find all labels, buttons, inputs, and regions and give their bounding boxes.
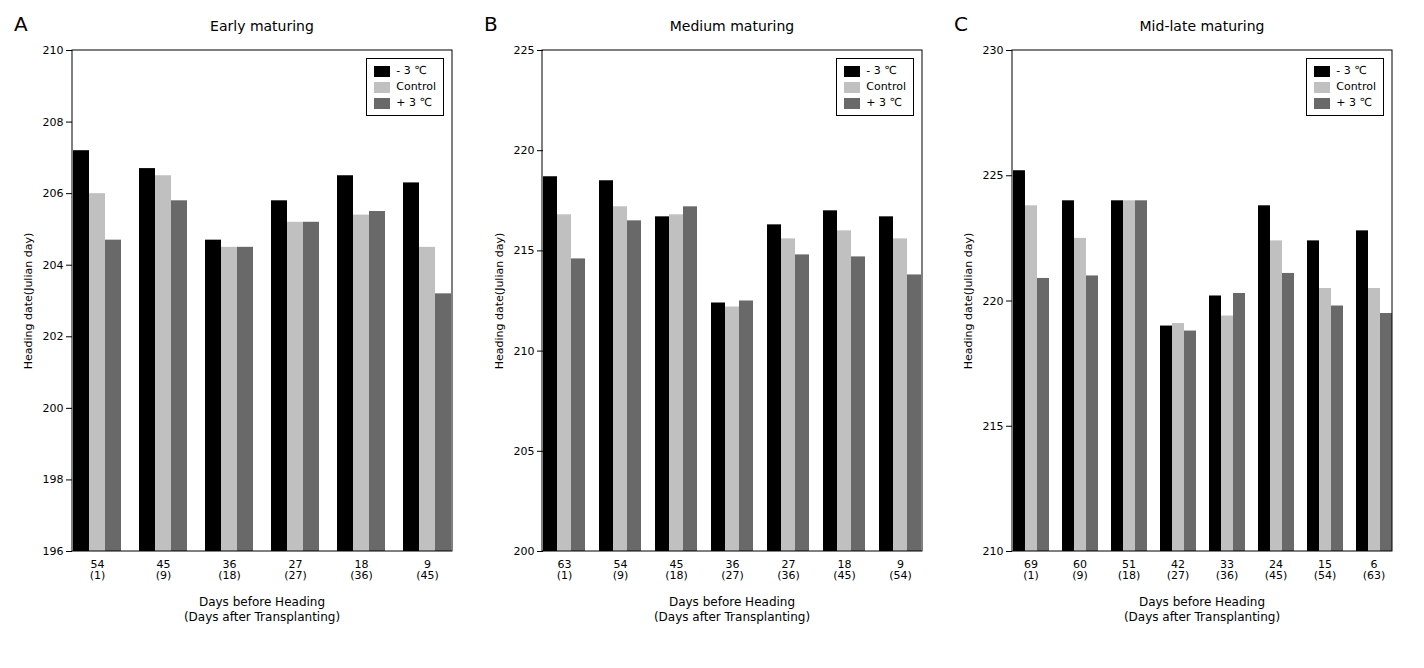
svg-text:9(54): 9(54) (889, 558, 912, 582)
svg-text:15(54): 15(54) (1314, 558, 1337, 582)
html-text:- 3 ℃: - 3 ℃ (866, 64, 897, 77)
svg-text:205: 205 (514, 445, 535, 458)
svg-text:Heading date(Julian day): Heading date(Julian day) (493, 233, 506, 369)
svg-text:27(36): 27(36) (777, 558, 800, 582)
svg-text:206: 206 (43, 187, 64, 200)
html-text:Control: Control (866, 80, 906, 93)
html-text:Early maturing: Early maturing (210, 18, 314, 34)
svg-text:60(9): 60(9) (1072, 558, 1088, 582)
html-text:- 3 ℃: - 3 ℃ (396, 64, 427, 77)
svg-text:27(27): 27(27) (284, 558, 307, 582)
svg-text:196: 196 (43, 545, 64, 558)
html-text:Control: Control (1336, 80, 1376, 93)
svg-text:220: 220 (983, 295, 1004, 308)
svg-text:45(9): 45(9) (156, 558, 172, 582)
svg-text:69(1): 69(1) (1023, 558, 1039, 582)
svg-text:225: 225 (983, 169, 1004, 182)
svg-text:215: 215 (983, 420, 1004, 433)
svg-text:202: 202 (43, 330, 64, 343)
svg-text:225: 225 (514, 44, 535, 57)
svg-text:200: 200 (514, 545, 535, 558)
svg-text:36(27): 36(27) (721, 558, 744, 582)
svg-text:210: 210 (983, 545, 1004, 558)
svg-text:210: 210 (43, 44, 64, 57)
svg-text:45(18): 45(18) (665, 558, 688, 582)
html-text:A: A (14, 12, 28, 36)
html-text:Days before Heading (Days afte: Days before Heading (Days after Transpla… (183, 595, 341, 624)
html-text:+ 3 ℃: + 3 ℃ (396, 96, 432, 109)
svg-text:6(63): 6(63) (1363, 558, 1386, 582)
html-text:+ 3 ℃: + 3 ℃ (1336, 96, 1372, 109)
html-text:B: B (484, 12, 498, 36)
svg-text:204: 204 (43, 259, 64, 272)
svg-text:198: 198 (43, 473, 64, 486)
html-text:Mid-late maturing: Mid-late maturing (1139, 18, 1265, 34)
svg-text:215: 215 (514, 244, 535, 257)
svg-text:54(1): 54(1) (90, 558, 106, 582)
html-text:Days before Heading (Days afte: Days before Heading (Days after Transpla… (1123, 595, 1281, 624)
html-text:+ 3 ℃: + 3 ℃ (866, 96, 902, 109)
html-text:- 3 ℃: - 3 ℃ (1336, 64, 1367, 77)
html-text:Control: Control (396, 80, 436, 93)
html-text:Medium maturing: Medium maturing (669, 18, 795, 34)
html-text:Days before Heading (Days afte: Days before Heading (Days after Transpla… (653, 595, 811, 624)
svg-text:208: 208 (43, 116, 64, 129)
svg-text:54(9): 54(9) (613, 558, 629, 582)
svg-text:24(45): 24(45) (1265, 558, 1288, 582)
svg-text:51(18): 51(18) (1118, 558, 1141, 582)
svg-text:9(45): 9(45) (416, 558, 439, 582)
svg-text:18(45): 18(45) (833, 558, 856, 582)
svg-text:18(36): 18(36) (350, 558, 373, 582)
svg-text:Heading date(Julian day): Heading date(Julian day) (22, 233, 35, 369)
svg-text:42(27): 42(27) (1167, 558, 1190, 582)
svg-text:230: 230 (983, 44, 1004, 57)
svg-text:Heading date(Julian day): Heading date(Julian day) (962, 233, 975, 369)
svg-text:220: 220 (514, 144, 535, 157)
svg-text:33(36): 33(36) (1216, 558, 1239, 582)
html-text:C: C (954, 12, 968, 36)
svg-text:36(18): 36(18) (218, 558, 241, 582)
svg-text:210: 210 (514, 345, 535, 358)
svg-text:63(1): 63(1) (557, 558, 573, 582)
svg-text:200: 200 (43, 402, 64, 415)
